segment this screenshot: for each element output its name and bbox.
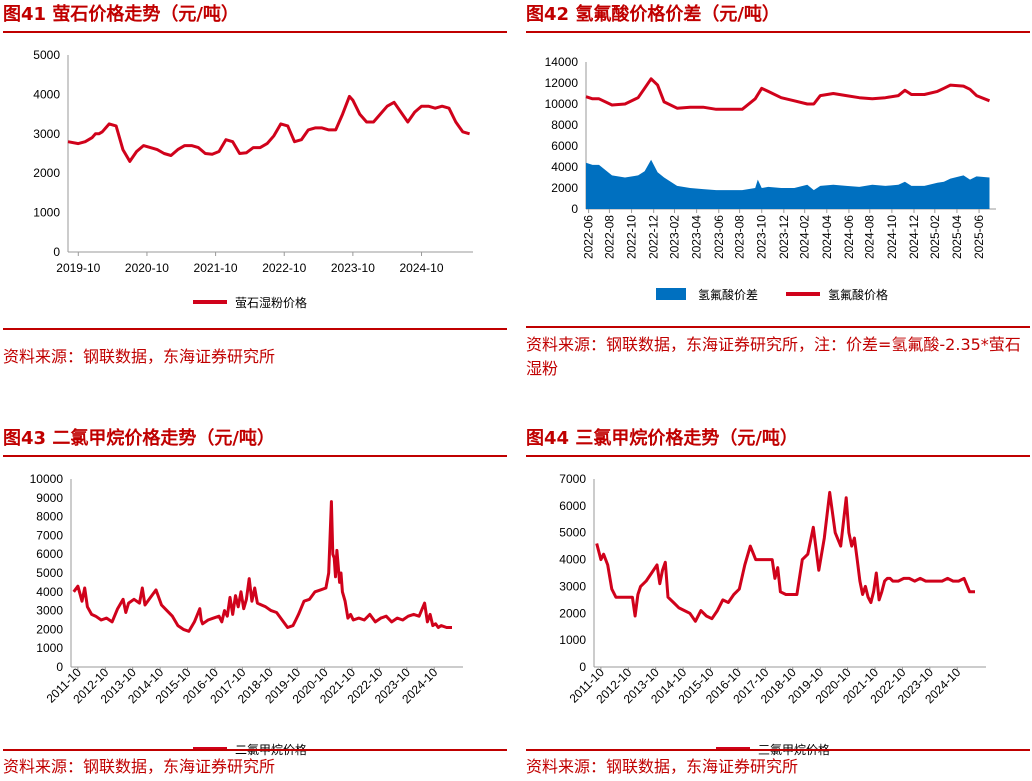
x-tick-label: 2020-10 xyxy=(125,261,169,275)
y-tick-label: 2000 xyxy=(36,622,63,636)
series-line xyxy=(72,500,452,633)
x-tick-label: 2023-08 xyxy=(733,215,747,259)
y-tick-label: 7000 xyxy=(36,528,63,542)
legend-swatch xyxy=(656,288,686,300)
legend-label: 氢氟酸价格 xyxy=(828,287,888,302)
chart-title: 图42 氢氟酸价格价差（元/吨） xyxy=(526,4,780,25)
chart-title: 图44 三氯甲烷价格走势（元/吨） xyxy=(526,428,798,449)
x-tick-label: 2024-06 xyxy=(842,215,856,259)
chart-hf-spread: 0 2000 4000 6000 8000 10000 12000 14000 2022-06 2… xyxy=(545,55,996,302)
y-tick-label: 9000 xyxy=(36,491,63,505)
x-tick-label: 2023-10 xyxy=(755,215,769,259)
title-rule xyxy=(3,31,507,33)
chart-fluorite: 0 1000 2000 3000 4000 5000 2019-10 2020-10 2021-… xyxy=(33,48,473,310)
y-tick-label: 10000 xyxy=(545,97,579,111)
y-tick-label: 3000 xyxy=(559,579,586,593)
source-rule xyxy=(526,749,1030,751)
y-tick-label: 1000 xyxy=(33,206,60,220)
y-tick-label: 4000 xyxy=(36,585,63,599)
y-tick-label: 0 xyxy=(571,202,578,216)
y-tick-label: 8000 xyxy=(36,510,63,524)
y-tick-label: 7000 xyxy=(559,472,586,486)
x-tick-label: 2022-10 xyxy=(262,261,306,275)
chart-title: 图43 二氯甲烷价格走势（元/吨） xyxy=(3,428,275,449)
x-tick-label: 2019-10 xyxy=(56,261,100,275)
source-rule xyxy=(526,326,1030,328)
series-line xyxy=(585,77,991,111)
x-tick-label: 2023-04 xyxy=(690,215,704,259)
y-tick-label: 5000 xyxy=(33,48,60,62)
y-tick-label: 8000 xyxy=(551,118,578,132)
title-rule xyxy=(526,455,1030,457)
chart-panel-44: 图44 三氯甲烷价格走势（元/吨） 0 1000 2000 3000 4000 5000 6… xyxy=(526,424,1030,781)
x-tick-label: 2022-08 xyxy=(602,215,616,259)
y-tick-label: 1000 xyxy=(36,641,63,655)
y-tick-label: 5000 xyxy=(559,526,586,540)
y-tick-label: 4000 xyxy=(551,160,578,174)
x-tick-label: 2025-06 xyxy=(972,215,986,259)
x-tick-label: 2025-04 xyxy=(950,215,964,259)
x-tick-label: 2024-10 xyxy=(885,215,899,259)
x-tick-label: 2021-10 xyxy=(194,261,238,275)
y-tick-label: 2000 xyxy=(551,181,578,195)
y-tick-label: 3000 xyxy=(36,604,63,618)
y-tick-label: 3000 xyxy=(33,127,60,141)
y-tick-label: 0 xyxy=(579,660,586,674)
source-note: 资料来源：钢联数据，东海证券研究所 xyxy=(3,757,276,776)
title-rule xyxy=(526,31,1030,33)
chart-panel-41: 图41 萤石价格走势（元/吨） 0 1000 2000 3000 4000 5000 201… xyxy=(3,0,507,380)
x-tick-label: 2023-10 xyxy=(331,261,375,275)
x-tick-label: 2023-12 xyxy=(777,215,791,259)
y-tick-label: 4000 xyxy=(33,87,60,101)
chart-panel-43: 图43 二氯甲烷价格走势（元/吨） 0 1000 2000 3000 4000 5000 6… xyxy=(3,424,507,781)
legend-label: 氢氟酸价差 xyxy=(698,287,758,302)
x-tick-label: 2024-08 xyxy=(863,215,877,259)
y-tick-label: 1000 xyxy=(559,633,586,647)
chart-title: 图41 萤石价格走势（元/吨） xyxy=(3,4,239,25)
source-note: 资料来源：钢联数据，东海证券研究所，注：价差=氢氟酸-2.35*萤石湿粉 xyxy=(526,335,1021,378)
source-note: 资料来源：钢联数据，东海证券研究所 xyxy=(526,757,799,776)
chart-dichloromethane: 0 1000 2000 3000 4000 5000 6000 7000 8000 9000 100… xyxy=(30,472,463,757)
x-tick-label: 2024-04 xyxy=(820,215,834,259)
x-tick-label: 2022-12 xyxy=(647,215,661,259)
y-tick-label: 4000 xyxy=(559,553,586,567)
y-tick-label: 14000 xyxy=(545,55,579,69)
x-tick-label: 2023-06 xyxy=(712,215,726,259)
source-rule xyxy=(3,749,507,751)
x-tick-label: 2022-06 xyxy=(582,215,596,259)
y-tick-label: 2000 xyxy=(33,166,60,180)
y-tick-label: 6000 xyxy=(551,139,578,153)
series-line xyxy=(67,94,471,163)
x-tick-label: 2022-10 xyxy=(625,215,639,259)
y-tick-label: 2000 xyxy=(559,606,586,620)
x-tick-label: 2023-02 xyxy=(668,215,682,259)
y-tick-label: 0 xyxy=(56,660,63,674)
y-tick-label: 6000 xyxy=(559,499,586,513)
source-note: 资料来源：钢联数据，东海证券研究所 xyxy=(3,347,276,366)
chart-panel-42: 图42 氢氟酸价格价差（元/吨） 0 2000 4000 6000 8000 10000 1… xyxy=(526,0,1030,400)
x-tick-label: 2024-02 xyxy=(798,215,812,259)
chart-chloroform: 010002000300040005000600070002011-102012… xyxy=(559,472,986,757)
series-area xyxy=(586,159,990,209)
source-rule xyxy=(3,328,507,330)
series-line xyxy=(595,490,975,623)
x-tick-label: 2024-12 xyxy=(907,215,921,259)
title-rule xyxy=(3,455,507,457)
x-tick-label: 2024-10 xyxy=(399,261,443,275)
y-tick-label: 5000 xyxy=(36,566,63,580)
y-tick-label: 10000 xyxy=(30,472,64,486)
y-tick-label: 6000 xyxy=(36,547,63,561)
x-tick-label: 2025-02 xyxy=(928,215,942,259)
y-tick-label: 12000 xyxy=(545,76,579,90)
legend-label: 萤石湿粉价格 xyxy=(235,295,307,310)
y-tick-label: 0 xyxy=(53,245,60,259)
